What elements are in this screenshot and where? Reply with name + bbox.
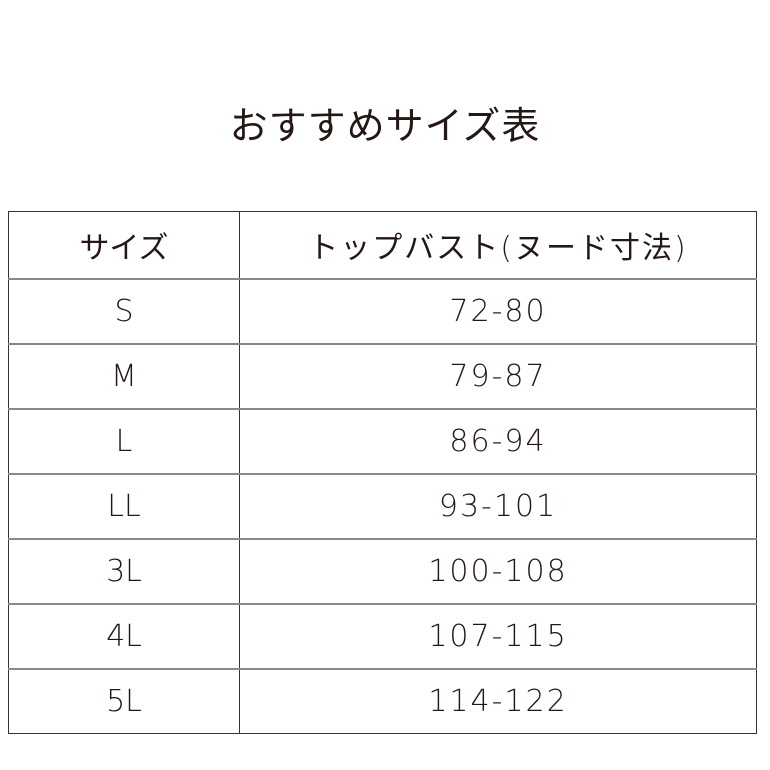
header-top-bust: トップバスト(ヌード寸法): [308, 231, 688, 266]
table-header-row: サイズ トップバスト(ヌード寸法): [8, 211, 757, 279]
table-row: 3L 100-108: [8, 538, 757, 604]
size-cell: M: [8, 343, 240, 409]
table-row: 4L 107-115: [8, 603, 757, 669]
size-cell: S: [8, 278, 240, 344]
top-bust-cell: 93-101: [239, 473, 757, 539]
page-title: おすすめサイズ表: [229, 104, 541, 148]
size-cell: 5L: [8, 668, 240, 734]
size-table: サイズ トップバスト(ヌード寸法) S 72-80 M 79-87 L 86-94 LL 93…: [8, 211, 757, 734]
top-bust-cell: 114-122: [239, 668, 757, 734]
table-row: M 79-87: [8, 343, 757, 409]
size-cell: L: [8, 408, 240, 474]
top-bust-cell: 100-108: [239, 538, 757, 604]
table-row: 5L 114-122: [8, 668, 757, 734]
table-row: S 72-80: [8, 278, 757, 344]
size-cell: LL: [8, 473, 240, 539]
top-bust-cell: 72-80: [239, 278, 757, 344]
top-bust-cell: 107-115: [239, 603, 757, 669]
table-row: L 86-94: [8, 408, 757, 474]
size-cell: 3L: [8, 538, 240, 604]
top-bust-cell: 86-94: [239, 408, 757, 474]
top-bust-cell: 79-87: [239, 343, 757, 409]
header-size: サイズ: [8, 211, 240, 279]
size-cell: 4L: [8, 603, 240, 669]
table-row: LL 93-101: [8, 473, 757, 539]
